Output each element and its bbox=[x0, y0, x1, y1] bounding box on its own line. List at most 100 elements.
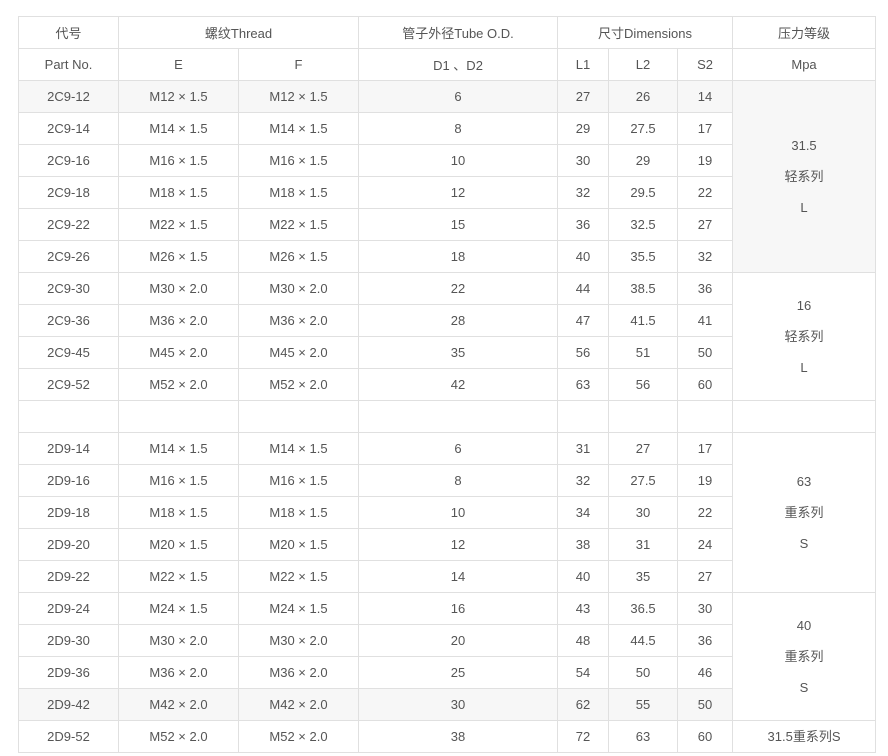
table-row: 2D9-18 M18 × 1.5 M18 × 1.5 10 34 30 22 bbox=[18, 496, 876, 529]
l1-cell: 48 bbox=[557, 624, 610, 657]
l1-cell: 44 bbox=[557, 272, 610, 305]
e-cell: M22 × 1.5 bbox=[118, 560, 239, 593]
pressure-line: S bbox=[799, 680, 809, 695]
d-cell: 12 bbox=[358, 176, 559, 209]
part-cell: 2C9-36 bbox=[18, 304, 119, 337]
table-row: 2C9-45 M45 × 2.0 M45 × 2.0 35 56 51 50 bbox=[18, 336, 876, 369]
part-cell: 2D9-42 bbox=[18, 688, 119, 721]
l1-cell: 32 bbox=[557, 464, 610, 497]
table-row: 2C9-36 M36 × 2.0 M36 × 2.0 28 47 41.5 41 bbox=[18, 304, 876, 337]
l1-cell: 29 bbox=[557, 112, 610, 145]
e-cell: M26 × 1.5 bbox=[118, 240, 239, 273]
d-cell: 14 bbox=[358, 560, 559, 593]
l2-cell: 26 bbox=[608, 80, 679, 113]
pressure-line: 重系列 bbox=[784, 505, 824, 520]
f-cell: M52 × 2.0 bbox=[237, 368, 360, 401]
e-cell: M52 × 2.0 bbox=[118, 368, 239, 401]
s2-cell: 36 bbox=[677, 624, 734, 657]
d-cell: 12 bbox=[358, 528, 559, 561]
e-cell: M14 × 1.5 bbox=[118, 112, 239, 145]
pressure-line: 63 bbox=[796, 474, 812, 489]
part-cell: 2C9-30 bbox=[18, 272, 119, 305]
f-cell: M18 × 1.5 bbox=[237, 176, 360, 209]
l1-cell: 72 bbox=[557, 720, 610, 753]
part-cell: 2C9-18 bbox=[18, 176, 119, 209]
table-row: 2D9-16 M16 × 1.5 M16 × 1.5 8 32 27.5 19 bbox=[18, 464, 876, 497]
part-cell: 2C9-52 bbox=[18, 368, 119, 401]
s2-cell: 60 bbox=[677, 720, 734, 753]
pressure-line: 轻系列 bbox=[784, 329, 824, 344]
table-row: 2D9-14 M14 × 1.5 M14 × 1.5 6 31 27 17 63 重系列 S bbox=[18, 432, 877, 593]
pressure-group-cell: 63 重系列 S bbox=[732, 432, 877, 593]
unit-header: Mpa bbox=[732, 48, 877, 81]
s2-cell: 22 bbox=[677, 496, 734, 529]
pressure-group-cell: 31.5重系列S bbox=[732, 720, 877, 753]
table-row: 2D9-52 M52 × 2.0 M52 × 2.0 38 72 63 60 31.5重系列S bbox=[18, 720, 877, 753]
s2-cell: 32 bbox=[677, 240, 734, 273]
d-cell: 16 bbox=[358, 592, 559, 625]
e-cell: M24 × 1.5 bbox=[118, 592, 239, 625]
part-cell: 2D9-18 bbox=[18, 496, 119, 529]
d-cell: 10 bbox=[358, 144, 559, 177]
l2-cell: 27 bbox=[608, 432, 679, 465]
table-row: 2C9-14 M14 × 1.5 M14 × 1.5 8 29 27.5 17 bbox=[18, 112, 876, 145]
pressure-header: 压力等级 bbox=[732, 16, 877, 49]
e-cell: M14 × 1.5 bbox=[118, 432, 239, 465]
table-row: 2D9-24 M24 × 1.5 M24 × 1.5 16 43 36.5 30 40 重系列 S bbox=[18, 592, 877, 721]
thread-header: 螺纹Thread bbox=[117, 16, 360, 49]
table-row: 2C9-16 M16 × 1.5 M16 × 1.5 10 30 29 19 bbox=[18, 144, 876, 177]
l2-cell: 38.5 bbox=[608, 272, 679, 305]
e-cell: M36 × 2.0 bbox=[118, 656, 239, 689]
s2-cell: 19 bbox=[677, 464, 734, 497]
d-cell: 8 bbox=[358, 464, 559, 497]
l2-cell: 55 bbox=[608, 688, 679, 721]
s2-cell: 17 bbox=[677, 112, 734, 145]
d-cell: 35 bbox=[358, 336, 559, 369]
l2-cell: 32.5 bbox=[608, 208, 679, 241]
part-cell: 2C9-26 bbox=[18, 240, 119, 273]
d-cell: 6 bbox=[358, 80, 559, 113]
l1-cell: 63 bbox=[557, 368, 610, 401]
f-cell: M14 × 1.5 bbox=[237, 112, 360, 145]
pressure-group-cell: 16 轻系列 L bbox=[732, 272, 877, 401]
s2-cell: 22 bbox=[677, 176, 734, 209]
table-row: 2D9-20 M20 × 1.5 M20 × 1.5 12 38 31 24 bbox=[18, 528, 876, 561]
dims-header: 尺寸Dimensions bbox=[557, 16, 734, 49]
part-cell bbox=[18, 400, 119, 433]
e-header: E bbox=[118, 48, 239, 81]
f-cell: M45 × 2.0 bbox=[237, 336, 360, 369]
l1-cell: 54 bbox=[557, 656, 610, 689]
l1-cell: 40 bbox=[557, 560, 610, 593]
part-cell: 2C9-16 bbox=[18, 144, 119, 177]
l1-cell: 31 bbox=[557, 432, 610, 465]
d-cell: 22 bbox=[358, 272, 559, 305]
d-cell: 28 bbox=[358, 304, 559, 337]
l2-cell: 56 bbox=[608, 368, 679, 401]
d-cell: 38 bbox=[358, 720, 559, 753]
d-cell bbox=[358, 400, 559, 433]
f-cell: M30 × 2.0 bbox=[237, 624, 360, 657]
s2-cell: 27 bbox=[677, 208, 734, 241]
e-cell: M45 × 2.0 bbox=[118, 336, 239, 369]
d-header: D1 、D2 bbox=[358, 48, 559, 81]
e-cell: M16 × 1.5 bbox=[118, 464, 239, 497]
s2-cell: 24 bbox=[677, 528, 734, 561]
part-cell: 2D9-20 bbox=[18, 528, 119, 561]
f-cell: M52 × 2.0 bbox=[237, 720, 360, 753]
pressure-line: 轻系列 bbox=[784, 169, 824, 184]
part-cn-header: 代号 bbox=[18, 16, 119, 49]
f-cell: M22 × 1.5 bbox=[237, 208, 360, 241]
part-cell: 2C9-22 bbox=[18, 208, 119, 241]
l2-cell: 51 bbox=[608, 336, 679, 369]
e-cell: M12 × 1.5 bbox=[118, 80, 239, 113]
s2-cell: 36 bbox=[677, 272, 734, 305]
d-cell: 25 bbox=[358, 656, 559, 689]
l2-cell: 50 bbox=[608, 656, 679, 689]
s2-cell: 30 bbox=[677, 592, 734, 625]
e-cell: M18 × 1.5 bbox=[118, 496, 239, 529]
l1-cell bbox=[557, 400, 610, 433]
l2-cell: 30 bbox=[608, 496, 679, 529]
header-row-1: 代号 螺纹Thread 管子外径Tube O.D. 尺寸Dimensions 压… bbox=[18, 16, 877, 49]
s2-cell: 50 bbox=[677, 336, 734, 369]
pressure-group-cell bbox=[732, 400, 877, 433]
